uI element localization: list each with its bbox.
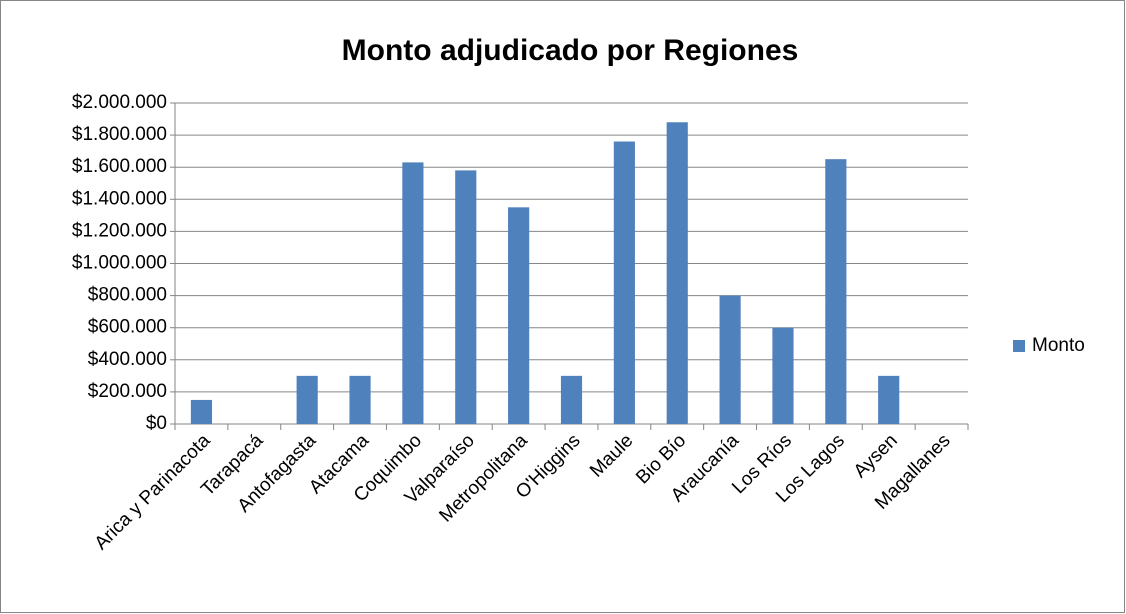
y-tick-label: $2.000.000 — [72, 92, 167, 113]
chart-title: Monto adjudicado por Regiones — [342, 34, 799, 67]
legend-swatch — [1013, 340, 1025, 352]
y-tick-label: $1.000.000 — [72, 253, 167, 274]
bar — [349, 375, 371, 424]
y-tick-label: $1.800.000 — [72, 124, 167, 145]
y-tick-label: $200.000 — [88, 381, 167, 402]
bar — [190, 399, 213, 424]
bar — [508, 207, 530, 424]
bar — [719, 295, 741, 424]
y-tick-label: $1.600.000 — [72, 156, 167, 177]
bar — [402, 162, 424, 424]
y-tick-label: $1.400.000 — [72, 188, 167, 209]
y-tick-label: $1.200.000 — [72, 220, 167, 241]
bar — [613, 141, 635, 424]
bar — [666, 122, 688, 424]
y-tick-label: $400.000 — [88, 349, 167, 370]
bar — [825, 159, 847, 425]
legend-label: Monto — [1032, 335, 1085, 356]
bar — [878, 375, 900, 424]
y-tick-label: $800.000 — [88, 285, 167, 306]
bar — [455, 170, 477, 424]
y-tick-label: $0 — [146, 413, 167, 434]
bar — [560, 375, 583, 424]
bar — [296, 375, 318, 424]
bar — [772, 327, 794, 424]
y-tick-label: $600.000 — [88, 317, 167, 338]
